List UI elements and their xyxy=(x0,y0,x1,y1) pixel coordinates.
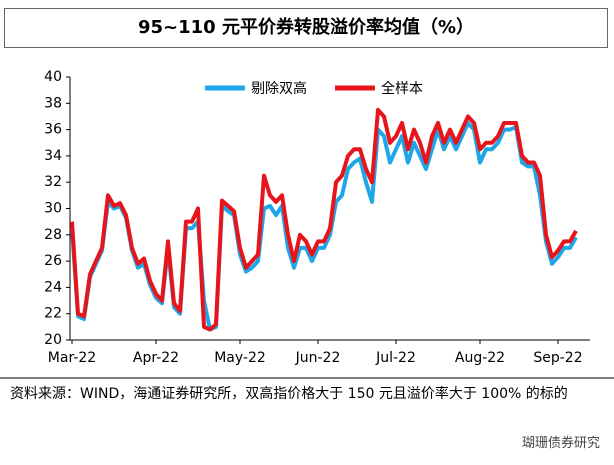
x-tick-label: Jul-22 xyxy=(375,350,416,366)
y-tick-label: 26 xyxy=(44,253,62,269)
y-tick-label: 36 xyxy=(44,122,62,138)
series-line xyxy=(70,107,578,332)
y-tick-label: 34 xyxy=(44,148,62,164)
x-tick-label: Sep-22 xyxy=(533,350,582,366)
x-tick-label: May-22 xyxy=(214,350,266,366)
watermark: 瑚珊债券研究 xyxy=(521,436,600,451)
y-tick-label: 28 xyxy=(44,227,62,243)
y-tick-label: 30 xyxy=(44,201,62,217)
series-line xyxy=(70,121,578,332)
legend-label: 剔除双高 xyxy=(251,80,307,97)
y-tick-label: 40 xyxy=(44,69,62,85)
source-note: 资料来源：WIND，海通证券研究所，双高指价格大于 150 元且溢价率大于 10… xyxy=(10,386,568,402)
x-tick-label: Aug-22 xyxy=(455,350,505,366)
y-tick-label: 20 xyxy=(44,332,62,348)
x-tick-label: Jun-22 xyxy=(295,350,341,366)
y-tick-label: 38 xyxy=(44,95,62,111)
y-tick-label: 22 xyxy=(44,306,62,322)
legend-label: 全样本 xyxy=(381,80,423,97)
x-tick-label: Apr-22 xyxy=(133,350,179,366)
x-tick-label: Mar-22 xyxy=(48,350,96,366)
y-tick-label: 24 xyxy=(44,279,62,295)
chart-title: 95~110 元平价券转股溢价率均值（%） xyxy=(4,8,608,48)
y-tick-label: 32 xyxy=(44,174,62,190)
